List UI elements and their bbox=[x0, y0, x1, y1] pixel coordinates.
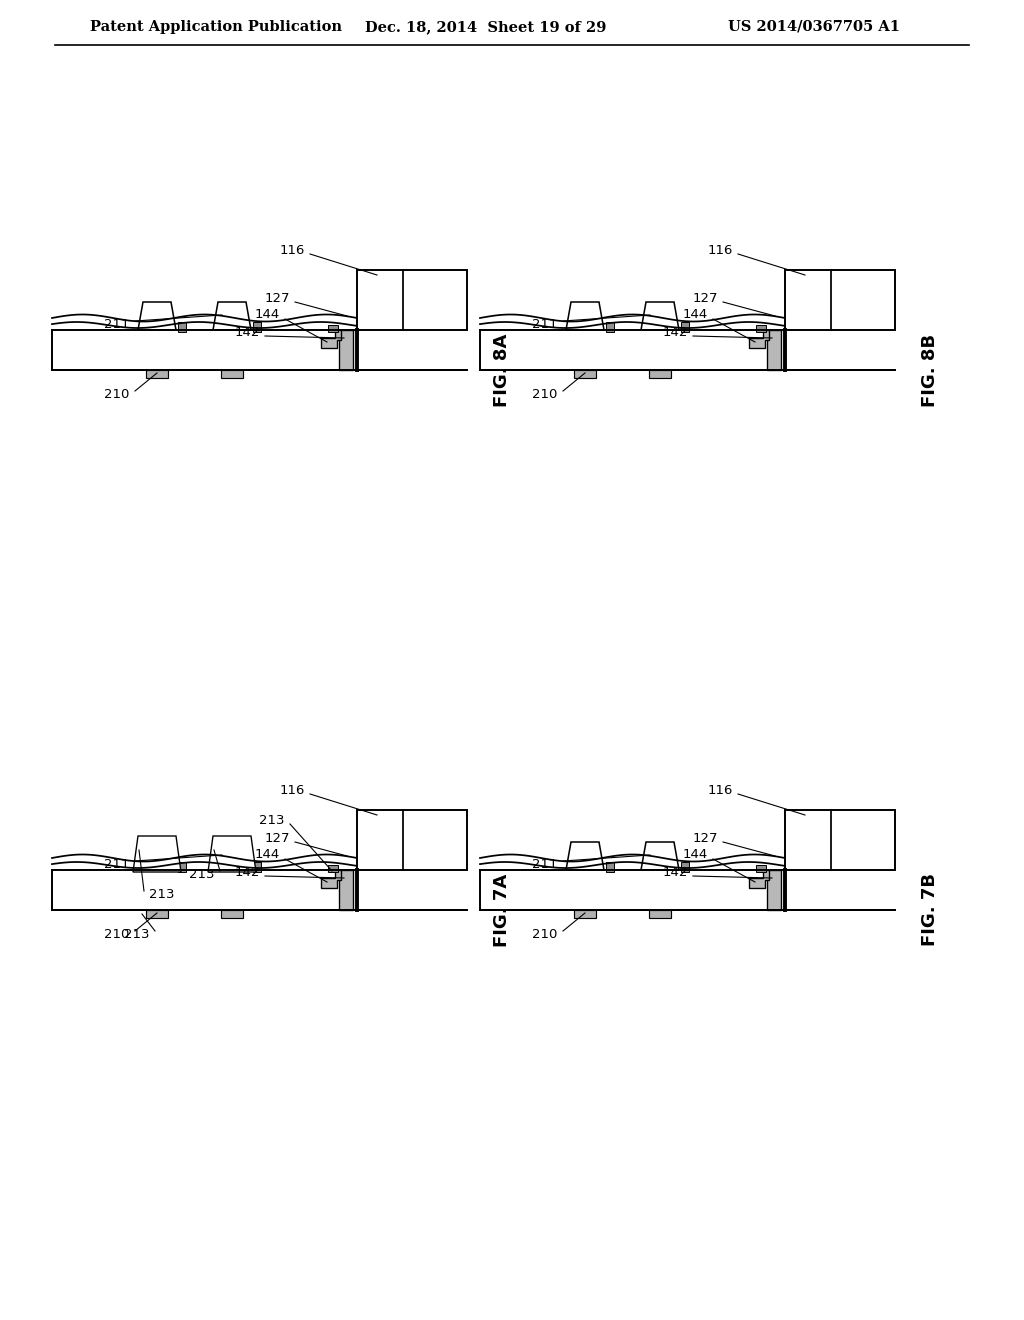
Text: 116: 116 bbox=[280, 243, 305, 256]
Bar bbox=[357, 271, 467, 330]
Polygon shape bbox=[138, 842, 176, 870]
Text: 127: 127 bbox=[692, 292, 718, 305]
Text: 127: 127 bbox=[692, 832, 718, 845]
Text: 211: 211 bbox=[532, 318, 558, 331]
Text: 210: 210 bbox=[104, 928, 130, 941]
Text: 116: 116 bbox=[708, 243, 733, 256]
Bar bbox=[253, 862, 261, 873]
Bar bbox=[178, 322, 186, 333]
Text: 116: 116 bbox=[280, 784, 305, 796]
Polygon shape bbox=[213, 302, 251, 330]
Bar bbox=[357, 810, 467, 870]
Text: FIG. 8A: FIG. 8A bbox=[493, 334, 511, 407]
Text: 144: 144 bbox=[682, 309, 708, 322]
Text: 211: 211 bbox=[532, 858, 558, 871]
Text: 127: 127 bbox=[264, 292, 290, 305]
Text: 210: 210 bbox=[104, 388, 130, 401]
Bar bbox=[221, 909, 243, 917]
Bar bbox=[178, 862, 186, 873]
Text: 142: 142 bbox=[663, 866, 688, 879]
Bar bbox=[574, 909, 596, 917]
Bar bbox=[146, 370, 168, 378]
Bar bbox=[681, 862, 689, 873]
Bar bbox=[339, 330, 353, 370]
Text: 144: 144 bbox=[254, 309, 280, 322]
Polygon shape bbox=[138, 302, 176, 330]
Bar bbox=[649, 370, 671, 378]
Text: 213: 213 bbox=[150, 888, 175, 902]
Polygon shape bbox=[321, 870, 341, 888]
Bar bbox=[328, 865, 338, 871]
Bar bbox=[339, 870, 353, 909]
Text: Dec. 18, 2014  Sheet 19 of 29: Dec. 18, 2014 Sheet 19 of 29 bbox=[365, 20, 606, 34]
Bar bbox=[767, 870, 781, 909]
Bar bbox=[649, 909, 671, 917]
Text: 213: 213 bbox=[124, 928, 150, 941]
Text: 144: 144 bbox=[254, 849, 280, 862]
Bar bbox=[328, 325, 338, 331]
Polygon shape bbox=[749, 330, 769, 348]
Text: 142: 142 bbox=[663, 326, 688, 338]
Text: 213: 213 bbox=[259, 813, 285, 826]
Bar bbox=[785, 810, 895, 870]
Text: 210: 210 bbox=[532, 928, 558, 941]
Text: 210: 210 bbox=[532, 388, 558, 401]
Polygon shape bbox=[208, 836, 256, 873]
Text: Patent Application Publication: Patent Application Publication bbox=[90, 20, 342, 34]
Text: FIG. 7A: FIG. 7A bbox=[493, 874, 511, 946]
Polygon shape bbox=[641, 302, 679, 330]
Text: 116: 116 bbox=[708, 784, 733, 796]
Polygon shape bbox=[566, 842, 604, 870]
Text: 144: 144 bbox=[682, 849, 708, 862]
Text: 142: 142 bbox=[234, 326, 260, 338]
Text: 142: 142 bbox=[234, 866, 260, 879]
Polygon shape bbox=[566, 302, 604, 330]
Bar bbox=[756, 865, 766, 871]
Bar bbox=[221, 370, 243, 378]
Bar bbox=[756, 325, 766, 331]
Bar bbox=[767, 330, 781, 370]
Text: 211: 211 bbox=[104, 318, 130, 331]
Text: FIG. 7B: FIG. 7B bbox=[921, 874, 939, 946]
Polygon shape bbox=[321, 330, 341, 348]
Bar bbox=[146, 909, 168, 917]
Text: US 2014/0367705 A1: US 2014/0367705 A1 bbox=[728, 20, 900, 34]
Bar bbox=[574, 370, 596, 378]
Bar bbox=[785, 271, 895, 330]
Text: 211: 211 bbox=[104, 858, 130, 871]
Polygon shape bbox=[641, 842, 679, 870]
Bar bbox=[606, 322, 614, 333]
Bar bbox=[253, 322, 261, 333]
Bar bbox=[606, 862, 614, 873]
Polygon shape bbox=[213, 842, 251, 870]
Polygon shape bbox=[133, 836, 181, 873]
Text: FIG. 8B: FIG. 8B bbox=[921, 334, 939, 407]
Polygon shape bbox=[749, 870, 769, 888]
Bar bbox=[681, 322, 689, 333]
Text: 127: 127 bbox=[264, 832, 290, 845]
Text: 213: 213 bbox=[189, 869, 215, 882]
